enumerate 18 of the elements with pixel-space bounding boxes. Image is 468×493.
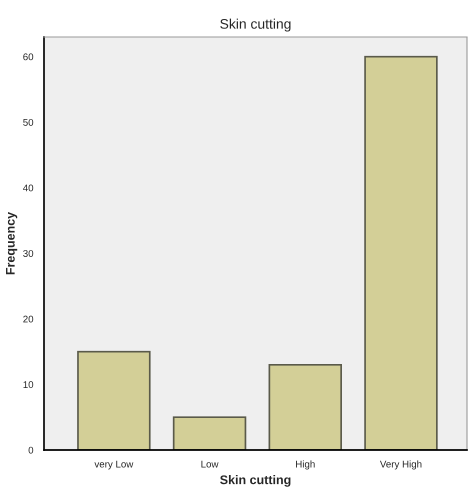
x-axis-title: Skin cutting	[220, 475, 290, 487]
x-tick-label: Low	[201, 460, 219, 468]
y-tick-label: 0	[28, 446, 34, 454]
bar	[77, 350, 151, 450]
y-tick-label: 60	[23, 53, 34, 60]
y-tick-label: 20	[23, 316, 34, 323]
y-tick-label: 30	[23, 250, 34, 257]
y-tick-label: 40	[22, 184, 34, 192]
x-tick-label: very Low	[94, 460, 134, 470]
y-tick-label: 50	[23, 118, 34, 126]
bar	[172, 416, 246, 450]
x-tick-label: Very High	[380, 460, 422, 470]
bar	[268, 364, 342, 450]
chart-title: Skin cutting	[220, 18, 291, 32]
x-tick-label: High	[296, 460, 315, 470]
bar	[364, 56, 438, 450]
y-axis-title: Frequency	[6, 212, 18, 274]
y-tick-label: 10	[24, 381, 34, 388]
